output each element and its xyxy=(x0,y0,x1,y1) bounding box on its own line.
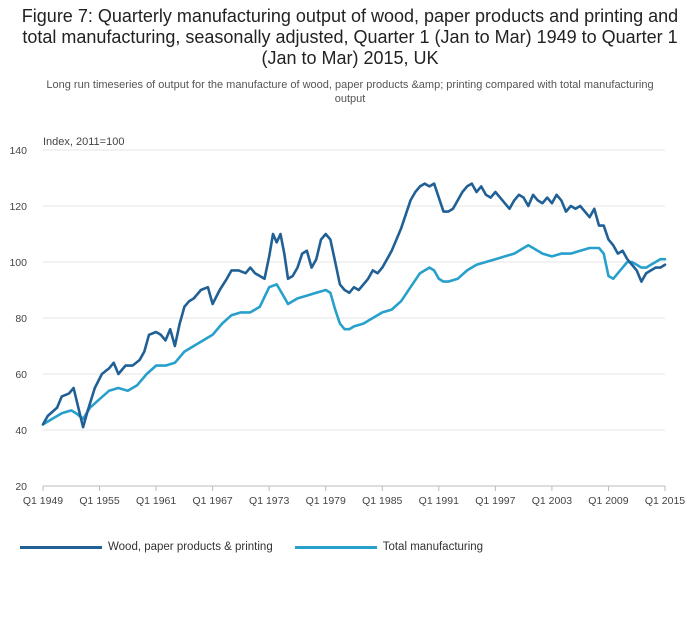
y-axis-ticks: 20 40 60 80 100 120 140 xyxy=(9,145,27,493)
legend-item-total[interactable]: Total manufacturing xyxy=(294,541,484,553)
legend-item-wood[interactable]: Wood, paper products & printing xyxy=(20,541,273,553)
chart-subtitle: Long run timeseries of output for the ma… xyxy=(46,79,654,105)
x-tick-label: Q1 1991 xyxy=(419,495,459,507)
x-tick-label: Q1 1949 xyxy=(23,495,63,507)
x-tick-label: Q1 2015 xyxy=(645,495,685,507)
series-lines xyxy=(41,182,667,429)
y-tick-label: 20 xyxy=(15,481,27,493)
gridlines xyxy=(43,149,665,431)
y-tick-label: 60 xyxy=(15,369,27,381)
x-tick-label: Q1 1961 xyxy=(136,495,176,507)
legend-label-total: Total manufacturing xyxy=(382,541,484,553)
y-tick-label: 100 xyxy=(9,257,27,269)
x-tick-label: Q1 2003 xyxy=(532,495,572,507)
chart-legend: Wood, paper products & printing Total ma… xyxy=(20,541,505,553)
x-tick-label: Q1 1973 xyxy=(249,495,289,507)
y-tick-label: 80 xyxy=(15,313,27,325)
y-tick-label: 40 xyxy=(15,425,27,437)
x-tick-label: Q1 2009 xyxy=(588,495,628,507)
x-tick-label: Q1 1985 xyxy=(362,495,402,507)
series-line-wood xyxy=(41,182,667,429)
legend-label-wood: Wood, paper products & printing xyxy=(108,541,273,553)
x-tick-label: Q1 1967 xyxy=(192,495,232,507)
legend-swatch-wood xyxy=(20,545,102,549)
series-line-total xyxy=(41,243,667,426)
x-tick-label: Q1 1997 xyxy=(475,495,515,507)
chart-title: Figure 7: Quarterly manufacturing output… xyxy=(21,6,679,68)
y-axis-unit-label: Index, 2011=100 xyxy=(43,136,125,148)
x-axis-ticks: Q1 1949 Q1 1955 Q1 1961 Q1 1967 Q1 1973 Q1 19… xyxy=(23,485,685,507)
y-tick-label: 140 xyxy=(9,145,27,157)
x-tick-label: Q1 1955 xyxy=(79,495,119,507)
legend-swatch-total xyxy=(294,545,377,549)
y-tick-label: 120 xyxy=(9,201,27,213)
x-tick-label: Q1 1979 xyxy=(306,495,346,507)
